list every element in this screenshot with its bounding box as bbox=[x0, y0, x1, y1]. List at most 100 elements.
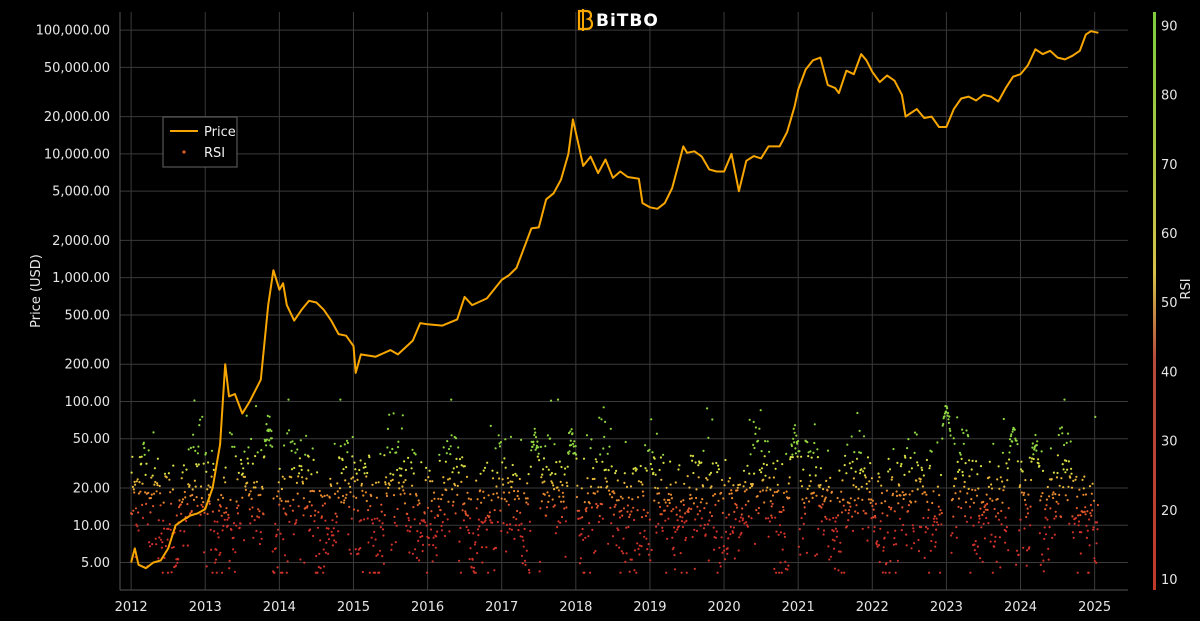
rsi-point bbox=[407, 456, 410, 459]
rsi-point bbox=[755, 509, 758, 512]
rsi-point bbox=[539, 445, 543, 448]
rsi-point bbox=[447, 447, 451, 451]
rsi-point bbox=[1032, 453, 1035, 456]
rsi-point bbox=[348, 505, 351, 508]
rsi-point bbox=[839, 550, 842, 553]
rsi-point bbox=[1023, 491, 1026, 494]
rsi-point bbox=[626, 510, 629, 513]
rsi-point bbox=[736, 486, 739, 489]
rsi-point bbox=[423, 512, 426, 515]
rsi-point bbox=[505, 550, 508, 553]
rsi-point bbox=[777, 489, 780, 492]
rsi-point bbox=[1066, 468, 1069, 471]
y-axis-ticks: 5.0010.0020.0050.00100.00200.00500.001,0… bbox=[36, 24, 110, 571]
rsi-point bbox=[1052, 471, 1055, 474]
rsi-point bbox=[775, 571, 778, 574]
rsi-point bbox=[163, 556, 166, 560]
rsi-point bbox=[856, 411, 859, 415]
rsi-point bbox=[664, 519, 667, 522]
rsi-point bbox=[461, 509, 464, 512]
rsi-point bbox=[152, 492, 156, 495]
rsi-point bbox=[748, 472, 751, 475]
rsi-point bbox=[338, 487, 342, 490]
rsi-point bbox=[699, 501, 703, 504]
rsi-point bbox=[899, 494, 902, 497]
rsi-point bbox=[223, 518, 226, 521]
rsi-point bbox=[482, 469, 485, 472]
rsi-point bbox=[153, 467, 156, 470]
rsi-point bbox=[143, 446, 146, 450]
rsi-point bbox=[405, 524, 408, 528]
rsi-point bbox=[253, 519, 256, 522]
rsi-point bbox=[526, 497, 529, 500]
rsi-point bbox=[442, 476, 445, 479]
rsi-point bbox=[632, 506, 635, 509]
rsi-point bbox=[455, 457, 458, 460]
rsi-point bbox=[771, 502, 774, 505]
rsi-point bbox=[657, 522, 660, 525]
rsi-point bbox=[307, 455, 310, 458]
rsi-point bbox=[1074, 478, 1077, 481]
rsi-point bbox=[631, 498, 634, 501]
rsi-point bbox=[511, 480, 514, 483]
rsi-point bbox=[697, 464, 700, 467]
rsi-point bbox=[150, 493, 153, 496]
rsi-point bbox=[674, 481, 677, 484]
rsi-point bbox=[450, 398, 453, 401]
rsi-point bbox=[192, 446, 195, 449]
rsi-point bbox=[703, 523, 707, 526]
rsi-point bbox=[546, 491, 549, 494]
rsi-point bbox=[805, 497, 808, 500]
rsi-point bbox=[379, 452, 382, 455]
rsi-point bbox=[149, 496, 152, 500]
rsi-point bbox=[779, 531, 783, 534]
rsi-point bbox=[233, 570, 236, 573]
rsi-point bbox=[636, 509, 639, 512]
rsi-point bbox=[997, 512, 1000, 515]
rsi-point bbox=[425, 466, 428, 469]
rsi-point bbox=[909, 456, 912, 459]
rsi-point bbox=[1025, 564, 1028, 567]
rsi-point bbox=[312, 458, 315, 461]
rsi-point bbox=[216, 520, 219, 523]
rsi-point bbox=[1029, 524, 1032, 527]
rsi-point bbox=[917, 550, 921, 553]
rsi-point bbox=[236, 478, 239, 481]
rsi-point bbox=[888, 468, 892, 471]
rsi-point bbox=[916, 461, 919, 464]
rsi-point bbox=[843, 464, 846, 467]
rsi-point bbox=[625, 526, 628, 529]
rsi-point bbox=[353, 461, 356, 464]
rsi-point bbox=[1056, 454, 1059, 457]
rsi-point bbox=[1030, 457, 1034, 460]
rsi-point bbox=[356, 478, 359, 481]
rsi-point bbox=[1057, 433, 1060, 437]
rsi-point bbox=[356, 509, 360, 512]
rsi-point bbox=[615, 499, 619, 502]
rsi-point bbox=[457, 446, 460, 449]
rsi-point bbox=[745, 488, 748, 491]
rsi-point bbox=[825, 479, 828, 482]
rsi-point bbox=[759, 490, 762, 493]
rsi-point bbox=[708, 519, 711, 522]
rsi-point bbox=[846, 443, 849, 446]
rsi-point bbox=[911, 524, 914, 527]
rsi-point bbox=[135, 523, 138, 526]
rsi-point bbox=[592, 467, 595, 470]
rsi-point bbox=[939, 571, 942, 574]
rsi-point bbox=[717, 468, 721, 471]
rsi-point bbox=[520, 522, 523, 525]
rsi-point bbox=[984, 504, 987, 507]
y-tick-label: 2,000.00 bbox=[52, 234, 110, 249]
rsi-point bbox=[140, 462, 143, 465]
rsi-point bbox=[483, 496, 486, 499]
rsi-point bbox=[544, 445, 547, 448]
rsi-point bbox=[145, 502, 148, 505]
rsi-point bbox=[763, 501, 766, 504]
rsi-point bbox=[340, 472, 343, 475]
rsi-point bbox=[222, 476, 225, 479]
rsi-point bbox=[964, 501, 968, 504]
rsi-point bbox=[607, 469, 610, 472]
rsi-point bbox=[427, 536, 430, 540]
rsi-point bbox=[982, 522, 985, 525]
